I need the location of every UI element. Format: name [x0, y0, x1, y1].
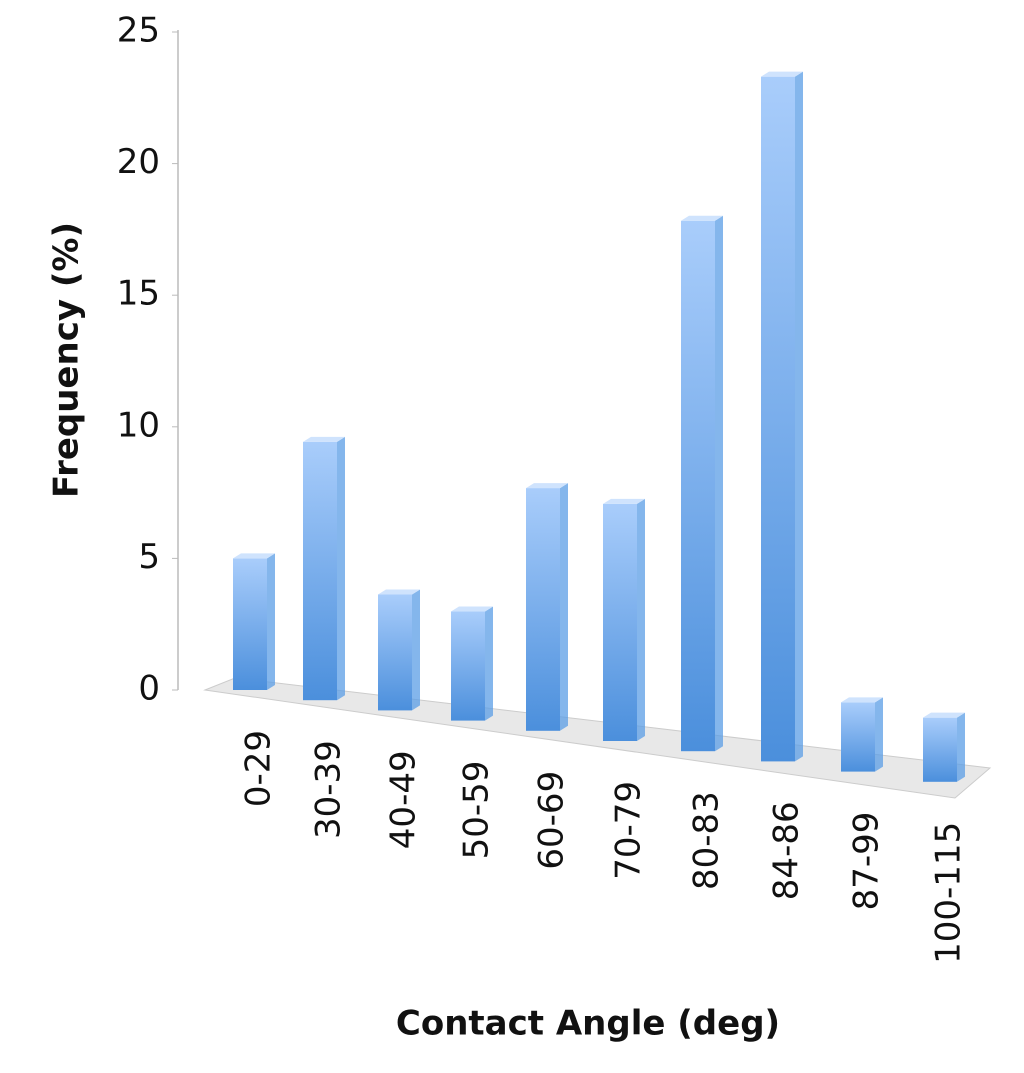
bar-front: [526, 488, 560, 731]
bar: [923, 712, 965, 782]
bar-side: [412, 589, 420, 711]
x-tick-label: 100-115: [929, 822, 969, 964]
bar: [526, 483, 568, 731]
bar-front: [378, 594, 412, 711]
x-tick-label: 87-99: [847, 812, 887, 911]
bar: [378, 589, 420, 711]
x-tick-label: 70-79: [609, 781, 649, 880]
x-tick-label: 50-59: [457, 761, 497, 860]
bar: [681, 215, 723, 752]
bar: [451, 606, 493, 721]
bar-side: [267, 553, 275, 690]
y-tick-label: 25: [117, 11, 160, 51]
bar-side: [875, 697, 883, 772]
bar: [761, 71, 803, 762]
bar-front: [681, 220, 715, 752]
bar-side: [637, 498, 645, 741]
y-axis-title: Frequency (%): [47, 222, 87, 498]
bar-side: [337, 436, 345, 701]
bar-side: [795, 71, 803, 762]
bar-front: [603, 503, 637, 741]
y-tick-label: 0: [138, 669, 160, 709]
bar-front: [303, 441, 337, 701]
x-tick-label: 60-69: [532, 771, 572, 870]
bar-top: [378, 589, 420, 595]
bar-side: [560, 483, 568, 731]
bar: [603, 498, 645, 741]
bar-top: [526, 483, 568, 489]
x-axis-title: Contact Angle (deg): [396, 1004, 780, 1044]
bar-top: [681, 215, 723, 221]
x-tick-label: 30-39: [309, 740, 349, 839]
bar-side: [485, 606, 493, 721]
y-tick-label: 20: [117, 142, 160, 182]
bar-front: [841, 702, 875, 772]
bar-side: [957, 712, 965, 782]
bar: [303, 436, 345, 701]
x-tick-label: 40-49: [384, 750, 424, 849]
bar-top: [603, 498, 645, 504]
bar-top: [841, 697, 883, 703]
bar: [233, 553, 275, 690]
bar-top: [761, 71, 803, 77]
bar: [841, 697, 883, 772]
y-tick-label: 15: [117, 274, 160, 314]
bar-front: [923, 717, 957, 782]
bar-front: [761, 76, 795, 762]
x-tick-label: 80-83: [687, 791, 727, 890]
bar-front: [451, 611, 485, 721]
x-tick-label: 84-86: [767, 801, 807, 900]
bar-front: [233, 558, 267, 690]
bar-top: [233, 553, 275, 559]
bar-top: [923, 712, 965, 718]
y-tick-label: 5: [138, 537, 160, 577]
bar-side: [715, 215, 723, 752]
bar-top: [303, 436, 345, 442]
bar-top: [451, 606, 493, 612]
x-tick-label: 0-29: [239, 730, 279, 807]
floor: [177, 30, 992, 799]
y-tick-label: 10: [117, 405, 160, 445]
